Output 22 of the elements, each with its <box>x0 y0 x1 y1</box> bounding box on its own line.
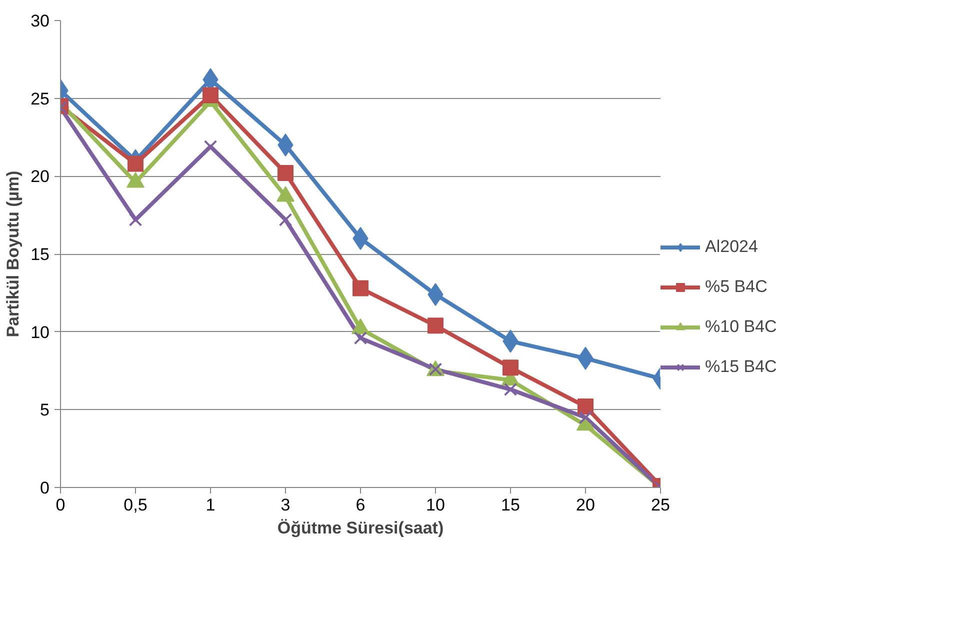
x-tick-label: 6 <box>356 496 366 514</box>
x-tick-label: 25 <box>651 496 670 514</box>
legend-label: %15 B4C <box>705 357 777 377</box>
y-tick-label: 25 <box>30 89 50 108</box>
x-tick-label: 1 <box>206 496 216 514</box>
y-axis-title: Partikül Boyutu (µm) <box>4 170 23 338</box>
y-tick-label: 10 <box>30 322 50 342</box>
y-tick-label: 30 <box>30 12 50 30</box>
legend-label: Al2024 <box>705 237 758 257</box>
legend-label: %5 B4C <box>705 277 768 297</box>
y-tick-label: 20 <box>30 167 50 186</box>
x-tick-label: 10 <box>426 496 445 514</box>
x-tick-label: 15 <box>501 496 520 514</box>
y-tick-label: 15 <box>30 245 50 264</box>
x-tick-label: 0 <box>56 496 66 514</box>
x-tick-label: 20 <box>576 496 595 514</box>
y-tick-label: 0 <box>40 478 50 498</box>
y-tick-label: 5 <box>40 400 50 420</box>
x-axis-title: Öğütme Süresi(saat) <box>277 518 444 538</box>
legend-label: %10 B4C <box>705 317 777 337</box>
x-tick-label: 0,5 <box>124 496 148 514</box>
x-tick-label: 3 <box>280 496 290 514</box>
